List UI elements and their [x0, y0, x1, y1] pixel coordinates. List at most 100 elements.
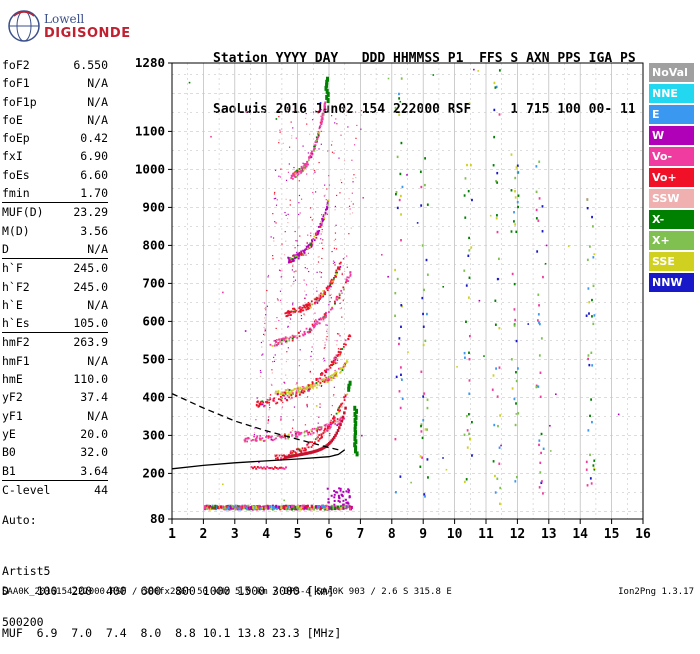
- interference-point: [513, 211, 515, 214]
- spread-point: [298, 213, 300, 216]
- spread-point: [264, 322, 266, 325]
- interference-point: [510, 358, 513, 361]
- spread-point: [275, 197, 277, 199]
- interference-point: [498, 69, 501, 72]
- noise-point: [387, 275, 389, 278]
- echo-point: [338, 405, 341, 408]
- echo-point: [301, 309, 304, 312]
- param-value: N/A: [87, 408, 108, 423]
- f-trace-point: [287, 455, 291, 459]
- echo-point: [337, 423, 340, 426]
- es-echo-point: [249, 506, 252, 510]
- echo-point: [311, 432, 314, 435]
- spread-point: [315, 299, 318, 301]
- spread-point: [330, 297, 332, 299]
- es-echo-point: [212, 506, 215, 510]
- es-echo-point: [283, 505, 286, 509]
- es-echo-point: [281, 506, 284, 510]
- noise-point: [549, 450, 552, 452]
- echo-point: [335, 356, 337, 359]
- interference-point: [399, 172, 402, 176]
- interference-point: [424, 339, 427, 343]
- spread-point: [311, 351, 313, 353]
- noise-point: [283, 499, 285, 502]
- echo-point: [323, 369, 326, 372]
- interference-point: [510, 230, 513, 233]
- f-trace-point: [336, 429, 340, 433]
- spread-point: [278, 269, 281, 271]
- echo-point: [317, 135, 320, 138]
- echo-point: [341, 402, 344, 405]
- es-echo-point: [347, 488, 350, 491]
- spread-point: [306, 403, 308, 406]
- es-echo-point: [275, 506, 278, 510]
- param-value: N/A: [87, 241, 108, 256]
- noise-point: [245, 110, 248, 113]
- echo-point: [332, 363, 335, 366]
- echo-point: [306, 386, 308, 389]
- echo-point: [301, 306, 304, 309]
- f-trace-point: [289, 455, 292, 459]
- echo-point: [295, 388, 298, 391]
- spread-point: [298, 202, 300, 204]
- echo-point: [304, 306, 307, 309]
- spread-point: [287, 325, 289, 327]
- spread-point: [301, 309, 303, 311]
- interference-point: [536, 319, 539, 322]
- spread-point: [349, 213, 351, 215]
- echo-point: [292, 258, 295, 261]
- interference-point: [463, 269, 466, 272]
- spread-point: [306, 396, 309, 398]
- echo-point: [320, 121, 323, 124]
- f-trace-point: [325, 444, 328, 448]
- echo-point: [259, 401, 262, 404]
- echo-point: [332, 421, 335, 424]
- spread-point: [294, 230, 296, 233]
- param-key: D: [2, 241, 9, 256]
- echo-point: [329, 426, 332, 428]
- echo-point: [310, 385, 313, 388]
- interference-point: [538, 486, 541, 489]
- spread-point: [279, 129, 281, 131]
- interference-point: [588, 245, 591, 248]
- y-tick-label: 700: [142, 275, 165, 290]
- echo-point: [315, 140, 317, 142]
- spread-point: [334, 209, 336, 211]
- true-height-profile: [171, 449, 346, 470]
- spread-point: [336, 362, 338, 364]
- spread-point: [306, 406, 308, 408]
- interference-point: [463, 480, 466, 484]
- echo-point: [332, 359, 335, 362]
- spread-point: [342, 299, 344, 301]
- echo-point: [297, 168, 299, 171]
- param-key: yF2: [2, 390, 23, 405]
- echo-point: [288, 259, 291, 262]
- f-trace-point: [300, 452, 303, 456]
- spread-point: [330, 419, 332, 422]
- echo-point: [313, 323, 316, 326]
- echo-point: [290, 310, 293, 313]
- spread-point: [275, 222, 277, 224]
- legend-entry-sse: SSE: [649, 251, 694, 272]
- echo-point: [333, 276, 335, 279]
- echo-point: [288, 337, 291, 340]
- es-echo-point: [294, 505, 297, 509]
- echo-point: [327, 379, 330, 382]
- interference-point: [495, 217, 498, 220]
- spread-point: [343, 160, 346, 162]
- es-echo-point: [333, 496, 336, 499]
- echo-point: [300, 431, 303, 434]
- echo-point: [297, 389, 300, 392]
- echo-point: [282, 391, 284, 394]
- es-echo-point: [339, 487, 342, 490]
- spread-point: [296, 240, 298, 242]
- echo-point: [326, 429, 328, 432]
- echo-point: [323, 103, 326, 106]
- echo-point: [292, 307, 294, 310]
- echo-point: [303, 249, 306, 252]
- interference-point: [493, 423, 496, 427]
- echo-point: [297, 332, 300, 334]
- echo-point: [311, 430, 313, 433]
- spread-point: [301, 333, 303, 335]
- echo-point: [295, 309, 297, 312]
